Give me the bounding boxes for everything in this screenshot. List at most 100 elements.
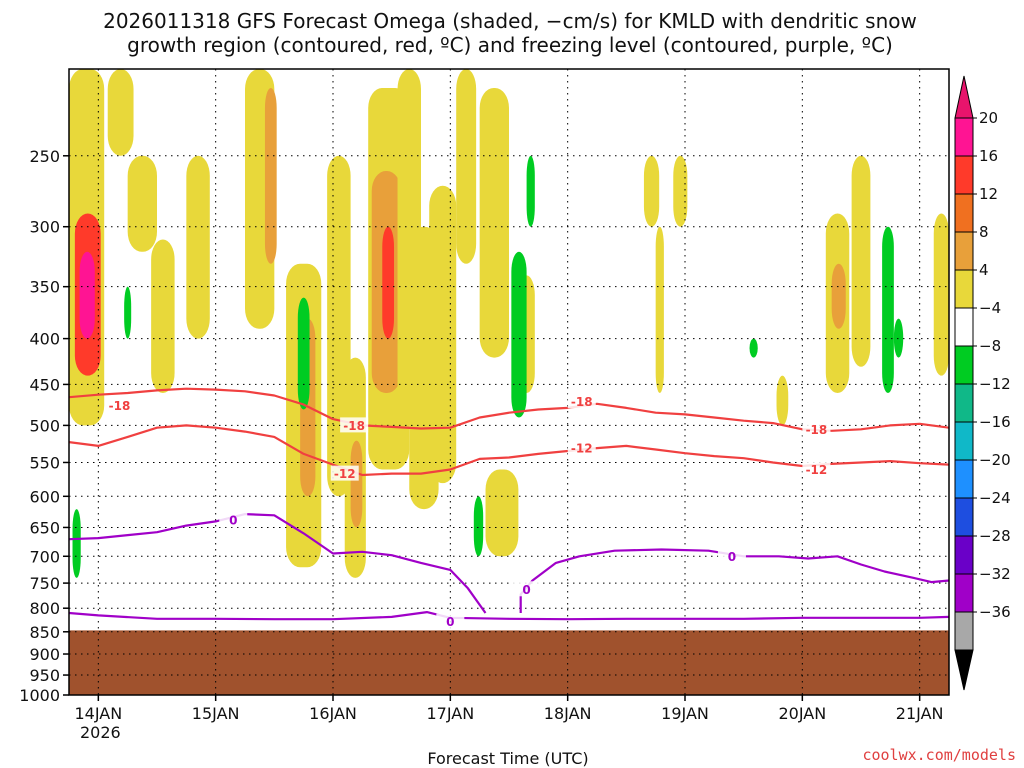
omega-region-4 <box>127 155 157 252</box>
contour-label-minus18-0: -18 <box>109 399 131 413</box>
y-tick-label-950: 950 <box>29 666 60 685</box>
contour-label-freezing-right-bg-1 <box>717 548 746 564</box>
y-tick-label-550: 550 <box>29 453 60 472</box>
colorbar-swatch-4 <box>954 269 974 309</box>
y-tick-label-400: 400 <box>29 330 60 349</box>
omega-region-8 <box>264 87 277 264</box>
omega-region-27 <box>776 375 789 426</box>
omega-region-26 <box>673 155 688 227</box>
colorbar: 20 16 12 8 4 −4 −8 −12 −16 −20 −24 −28 −32 −36 <box>954 75 1011 691</box>
colorbar-swatch-12 <box>954 573 974 613</box>
colorbar-top-arrow <box>954 75 974 119</box>
omega-region-39 <box>893 318 904 358</box>
credit-text[interactable]: coolwx.com/models <box>862 746 1016 764</box>
colorbar-swatch-1 <box>954 155 974 195</box>
colorbar-swatch-0 <box>954 117 974 157</box>
omega-region-6 <box>186 155 210 339</box>
colorbar-label-8: −16 <box>979 413 1011 431</box>
contour-label-freezing-upper-0: 0 <box>229 514 237 528</box>
y-tick-label-1000: 1000 <box>19 686 60 705</box>
contour-label-freezing-right-0: 0 <box>522 583 530 597</box>
contour-label-minus18-1: -18 <box>343 419 365 433</box>
colorbar-swatch-2 <box>954 193 974 233</box>
x-tick-label-19JAN: 19JAN <box>661 704 709 723</box>
colorbar-label-3: 8 <box>979 223 989 241</box>
colorbar-label-2: 12 <box>979 185 998 203</box>
y-tick-label-600: 600 <box>29 487 60 506</box>
contour-minus12 <box>69 424 949 477</box>
omega-region-19 <box>429 185 457 484</box>
plot-frame <box>68 68 950 696</box>
omega-region-38 <box>882 226 894 393</box>
contour-label-minus18-bg-0 <box>105 397 134 413</box>
y-tick-label-850: 850 <box>29 623 60 642</box>
contour-freezing-lower <box>69 611 949 621</box>
colorbar-label-9: −20 <box>979 451 1011 469</box>
y-tick-label-650: 650 <box>29 518 60 537</box>
omega-region-32 <box>72 509 81 578</box>
omega-region-5 <box>151 239 175 393</box>
colorbar-swatch-10 <box>954 497 974 537</box>
colorbar-swatch-8 <box>954 421 974 461</box>
contour-label-minus12-bg-2 <box>802 461 831 477</box>
x-tick-label-21JAN: 21JAN <box>896 704 944 723</box>
contour-label-minus12-1: -12 <box>571 442 593 456</box>
y-tick-label-800: 800 <box>29 599 60 618</box>
contour-label-freezing-right-bg-0 <box>512 581 541 597</box>
colorbar-swatch-5 <box>954 307 974 347</box>
contour-label-minus12-bg-1 <box>567 440 596 456</box>
colorbar-label-10: −24 <box>979 489 1011 507</box>
contour-label-freezing-upper-bg-0 <box>219 512 248 528</box>
colorbar-label-11: −28 <box>979 527 1011 545</box>
x-tick-label-15JAN: 15JAN <box>192 704 240 723</box>
contour-freezing-upper <box>69 513 487 614</box>
chart-title-line2: growth region (contoured, red, ºC) and f… <box>127 33 893 57</box>
omega-region-30 <box>851 155 871 367</box>
y-tick-label-750: 750 <box>29 574 60 593</box>
x-tick-label-16JAN: 16JAN <box>309 704 357 723</box>
colorbar-label-5: −4 <box>979 299 1001 317</box>
y-tick-label-350: 350 <box>29 278 60 297</box>
colorbar-bottom-arrow <box>954 649 974 691</box>
colorbar-label-12: −32 <box>979 565 1011 583</box>
colorbar-swatch-11 <box>954 535 974 575</box>
colorbar-swatch-9 <box>954 459 974 499</box>
x-tick-label-20JAN: 20JAN <box>778 704 826 723</box>
omega-region-33 <box>124 286 132 339</box>
contours: -18 -18 -18 -18 -12 -12 -12 0 0 0 0 <box>69 387 949 629</box>
omega-region-40 <box>749 338 758 358</box>
omega-region-35 <box>473 496 484 557</box>
contour-minus18 <box>69 387 949 432</box>
x-tick-label-17JAN: 17JAN <box>426 704 474 723</box>
contour-label-minus18-bg-2 <box>567 393 596 409</box>
omega-region-16 <box>382 226 395 339</box>
pressure-axis: 250 300 350 400 450 500 550 600 650 700 750 800 850 9… <box>19 147 69 705</box>
contour-label-minus18-bg-1 <box>340 417 369 433</box>
y-tick-label-700: 700 <box>29 547 60 566</box>
y-tick-label-300: 300 <box>29 218 60 237</box>
x-tick-label-18JAN: 18JAN <box>544 704 592 723</box>
omega-region-22 <box>485 469 519 557</box>
ground-below-surface <box>69 630 949 695</box>
omega-region-3 <box>107 69 134 156</box>
colorbar-label-0: 20 <box>979 109 998 127</box>
colorbar-label-13: −36 <box>979 603 1011 621</box>
gridlines <box>69 69 949 696</box>
omega-region-21 <box>479 87 509 358</box>
contour-label-freezing-right-1: 0 <box>728 550 736 564</box>
contour-label-minus12-0: -12 <box>334 467 356 481</box>
omega-region-31 <box>933 213 949 376</box>
colorbar-swatch-6 <box>954 345 974 385</box>
time-axis: 14JAN 15JAN 16JAN 17JAN 18JAN 19JAN 20JAN 21JAN <box>74 695 944 723</box>
contour-label-minus18-2: -18 <box>571 395 593 409</box>
x-axis-year: 2026 <box>80 723 121 742</box>
contour-label-freezing-lower-bg-0 <box>436 613 465 629</box>
omega-region-29 <box>831 263 846 329</box>
chart-title-line1: 2026011318 GFS Forecast Omega (shaded, −… <box>103 9 917 33</box>
omega-region-20 <box>456 69 477 264</box>
colorbar-swatch-7 <box>954 383 974 423</box>
colorbar-swatch-13 <box>954 611 974 651</box>
y-tick-label-500: 500 <box>29 416 60 435</box>
omega-region-37 <box>526 155 535 227</box>
